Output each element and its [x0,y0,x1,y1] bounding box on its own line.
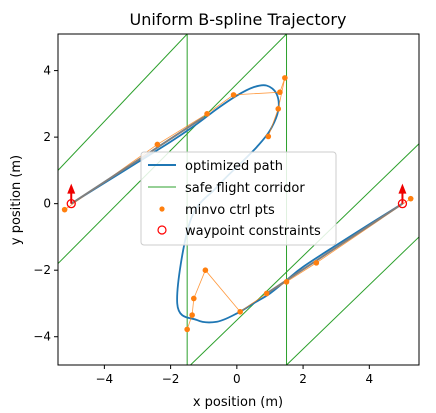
ctrl-point [189,312,195,318]
ctrl-point [265,133,272,140]
ctrl-point [230,92,237,98]
x-tick-label: 4 [366,372,374,386]
waypoint-marker [397,199,408,209]
corridor-line-4 [190,143,419,365]
path-overlay-right [266,202,403,295]
chart-legend: optimized path safe flight corridor minv… [140,151,337,246]
legend-label-ctrl: minvo ctrl pts [185,203,275,218]
ctrl-point [263,290,270,297]
path-overlay-left [70,116,205,205]
y-axis-ticks: −4 −2 0 2 4 [33,64,58,344]
ctrl-point [275,106,282,112]
y-tick-label: 2 [43,130,51,144]
axes-frame [57,33,420,366]
x-axis-label: x position (m) [193,395,283,410]
y-tick-label: 0 [43,197,51,211]
ctrl-point [277,89,283,96]
legend-swatch-waypoint [157,225,167,235]
x-tick-label: 0 [233,372,241,386]
waypoint-arrow-head [398,183,407,194]
ctrl-point [184,326,190,333]
y-axis-label: y position (m) [9,155,24,245]
corridor-line-0 [58,34,188,171]
y-tick-label: −4 [33,330,51,344]
corridor-line-1 [58,34,287,264]
chart-title: Uniform B-spline Trajectory [130,10,347,29]
legend-swatch-ctrl [159,206,165,212]
ctrl-point [282,75,288,81]
legend-label-waypoint: waypoint constraints [185,224,321,239]
legend-label-corridor: safe flight corridor [185,181,305,196]
ctrl-point [313,260,320,266]
y-tick-label: −2 [33,263,51,277]
legend-box [140,151,337,246]
x-axis-ticks: −4 −2 0 2 4 [96,365,374,386]
x-tick-label: 2 [299,372,307,386]
ctrl-point [407,195,414,202]
corridor-line-5 [286,236,419,365]
ctrl-point [237,308,243,315]
ctrl-point [154,141,161,148]
waypoint-arrow-head [67,183,76,194]
y-tick-label: 4 [43,64,51,78]
ctrl-point [283,279,290,285]
ctrl-point [61,206,68,213]
ctrl-point [190,295,197,302]
x-tick-label: −2 [162,372,180,386]
ctrl-polygon-upper [64,77,286,210]
ctrl-point [204,111,210,117]
waypoint-marker [66,199,76,209]
legend-label-path: optimized path [185,159,283,174]
ctrl-point [202,267,209,273]
x-tick-label: −4 [96,372,114,386]
